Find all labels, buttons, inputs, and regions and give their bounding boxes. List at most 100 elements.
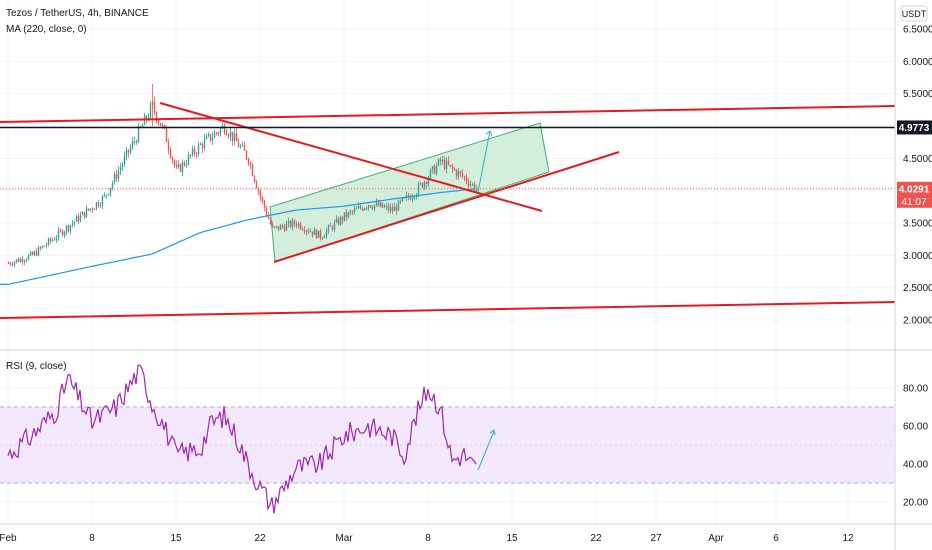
candle-body (247, 158, 250, 164)
candle-body (269, 219, 272, 225)
candle-body (183, 162, 186, 166)
candle-body (219, 128, 222, 134)
candle-body (325, 230, 328, 237)
candle-body (119, 167, 122, 171)
candle-body (79, 215, 82, 222)
rising-support-trendline[interactable] (273, 151, 620, 263)
candle-body (391, 207, 394, 212)
candle-body (377, 202, 380, 207)
candle-body (69, 225, 72, 231)
candle-body (149, 104, 152, 118)
candle-body (11, 264, 14, 266)
candle-body (259, 191, 262, 198)
candle-body (327, 225, 330, 231)
rsi-line (7, 364, 477, 514)
projection-arrow-price[interactable] (477, 130, 491, 193)
time-tick-label: 15 (506, 533, 518, 544)
candle-body (393, 206, 396, 212)
price-tick-label: 6.5000 (903, 25, 932, 36)
candle-body (295, 224, 298, 226)
candle-body (311, 231, 314, 235)
rising-channel-fill[interactable] (269, 122, 550, 263)
candle-body (431, 166, 434, 170)
candle-body (133, 141, 136, 143)
candle-body (451, 165, 454, 169)
candle-body (261, 197, 264, 201)
price-axis[interactable]: 6.50006.00005.50005.00004.50004.00003.50… (903, 25, 932, 327)
price-tick-label: 3.0000 (903, 251, 932, 262)
candle-body (191, 148, 194, 156)
candle-body (231, 131, 234, 141)
descending-trendline[interactable] (159, 102, 543, 212)
candle-body (107, 193, 110, 195)
candle-body (37, 247, 40, 256)
candle-body (341, 217, 344, 221)
candle-body (27, 255, 30, 260)
candle-body (319, 230, 322, 239)
candle-body (251, 164, 254, 176)
candle-body (13, 261, 16, 265)
symbol-legend[interactable]: Tezos / TetherUS, 4h, BINANCE (6, 8, 149, 19)
candlesticks (7, 83, 478, 268)
candle-body (307, 230, 310, 232)
candle-body (245, 150, 248, 159)
candle-body (405, 195, 408, 198)
candle-body (203, 139, 206, 149)
candle-body (257, 188, 260, 192)
candle-body (217, 132, 220, 134)
candle-body (111, 182, 114, 188)
candle-body (379, 202, 382, 207)
candle-body (249, 163, 252, 165)
time-tick-label: 27 (650, 533, 662, 544)
projection-arrow-rsi[interactable] (477, 430, 495, 471)
candle-body (437, 159, 440, 166)
rsi-legend[interactable]: RSI (9, close) (6, 361, 67, 372)
time-tick-label: Apr (708, 533, 724, 544)
ma-legend[interactable]: MA (220, close, 0) (6, 24, 87, 35)
candle-body (215, 132, 218, 134)
candle-body (171, 157, 174, 161)
candle-body (343, 212, 346, 221)
candle-body (197, 144, 200, 155)
price-tick-label: 2.0000 (903, 316, 932, 327)
candle-body (39, 247, 42, 249)
candle-body (253, 175, 256, 182)
time-axis[interactable]: Feb 8 15 22 Mar 8 15 22 27 Apr 6 12 (0, 533, 854, 544)
candle-body (439, 159, 442, 162)
candle-body (289, 220, 292, 228)
price-tick-label: 5.5000 (903, 89, 932, 100)
candle-body (457, 171, 460, 177)
rsi-axis[interactable]: 80.00 60.00 40.00 20.00 (903, 384, 928, 509)
candle-body (317, 230, 320, 238)
time-tick-label: 22 (254, 533, 266, 544)
candle-body (55, 237, 58, 240)
candle-body (115, 173, 118, 179)
candle-body (435, 165, 438, 174)
price-tick-label: 3.5000 (903, 219, 932, 230)
candle-body (17, 259, 20, 262)
candle-body (417, 184, 420, 195)
candle-body (275, 226, 278, 228)
candle-body (297, 223, 300, 226)
last-price-tag (897, 181, 932, 208)
candle-body (441, 159, 444, 162)
candle-body (113, 173, 116, 183)
candle-body (91, 208, 94, 210)
candle-body (175, 164, 178, 167)
candle-body (195, 153, 198, 155)
rsi-tick-label: 80.00 (903, 384, 928, 395)
candle-body (25, 259, 28, 261)
support-trendline-lower[interactable] (0, 301, 896, 319)
candle-body (433, 166, 436, 174)
candle-body (141, 125, 144, 127)
currency-badge[interactable] (900, 5, 928, 22)
candle-body (121, 164, 124, 168)
candle-body (367, 205, 370, 208)
resistance-trendline-upper[interactable] (0, 105, 896, 123)
candle-body (51, 239, 54, 241)
candle-body (323, 236, 326, 238)
candle-body (239, 145, 242, 148)
candle-body (449, 164, 452, 166)
candle-body (101, 196, 104, 206)
